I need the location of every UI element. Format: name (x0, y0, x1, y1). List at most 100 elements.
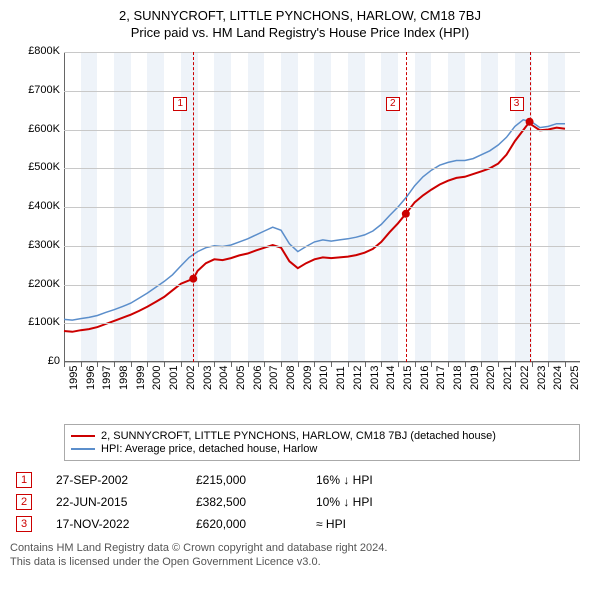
x-axis-label: 2025 (569, 366, 581, 390)
x-tick (481, 362, 482, 367)
x-tick (565, 362, 566, 367)
x-axis-label: 2000 (151, 366, 163, 390)
gridline (64, 207, 580, 208)
x-tick (381, 362, 382, 367)
transaction-delta: ≈ HPI (316, 517, 590, 531)
transaction-marker: 2 (386, 97, 400, 111)
transaction-index: 3 (16, 516, 32, 532)
x-axis-label: 2019 (469, 366, 481, 390)
x-tick (198, 362, 199, 367)
transaction-marker: 1 (173, 97, 187, 111)
legend-label: 2, SUNNYCROFT, LITTLE PYNCHONS, HARLOW, … (101, 430, 496, 442)
chart-title: 2, SUNNYCROFT, LITTLE PYNCHONS, HARLOW, … (10, 8, 590, 23)
x-tick (365, 362, 366, 367)
x-axis-label: 2018 (452, 366, 464, 390)
x-axis-label: 2010 (318, 366, 330, 390)
x-axis-label: 2020 (485, 366, 497, 390)
x-axis-label: 2023 (536, 366, 548, 390)
transaction-price: £382,500 (196, 495, 316, 509)
legend-item: 2, SUNNYCROFT, LITTLE PYNCHONS, HARLOW, … (71, 430, 573, 442)
x-tick (147, 362, 148, 367)
transaction-index: 1 (16, 472, 32, 488)
x-axis-label: 2001 (168, 366, 180, 390)
x-axis-label: 2008 (285, 366, 297, 390)
y-axis-label: £0 (10, 355, 60, 367)
x-tick (281, 362, 282, 367)
transaction-delta: 16% ↓ HPI (316, 473, 590, 487)
transaction-row: 1 27-SEP-2002£215,00016% ↓ HPI (10, 469, 590, 491)
hpi-line (64, 120, 565, 320)
transactions-table: 1 27-SEP-2002£215,00016% ↓ HPI 2 22-JUN-201… (10, 469, 590, 535)
y-axis-label: £400K (10, 200, 60, 212)
transaction-line (193, 52, 194, 362)
transaction-date: 17-NOV-2022 (56, 517, 196, 531)
x-tick (348, 362, 349, 367)
transaction-delta: 10% ↓ HPI (316, 495, 590, 509)
gridline (64, 362, 580, 363)
transaction-marker: 3 (510, 97, 524, 111)
y-axis-label: £800K (10, 45, 60, 57)
transaction-line (406, 52, 407, 362)
x-tick (248, 362, 249, 367)
x-tick (181, 362, 182, 367)
x-tick (97, 362, 98, 367)
x-tick (314, 362, 315, 367)
x-tick (298, 362, 299, 367)
x-axis-label: 2004 (218, 366, 230, 390)
chart-subtitle: Price paid vs. HM Land Registry's House … (10, 25, 590, 40)
x-axis-label: 2009 (302, 366, 314, 390)
x-axis-label: 1997 (101, 366, 113, 390)
x-tick (498, 362, 499, 367)
x-axis-label: 2003 (202, 366, 214, 390)
chart-container: 2, SUNNYCROFT, LITTLE PYNCHONS, HARLOW, … (0, 0, 600, 580)
y-axis-label: £600K (10, 123, 60, 135)
legend: 2, SUNNYCROFT, LITTLE PYNCHONS, HARLOW, … (64, 424, 580, 461)
plot-area: 1 2 3 (64, 52, 580, 362)
x-axis-label: 2021 (502, 366, 514, 390)
x-tick (64, 362, 65, 367)
gridline (64, 168, 580, 169)
footnote: Contains HM Land Registry data © Crown c… (10, 541, 590, 570)
transaction-date: 27-SEP-2002 (56, 473, 196, 487)
legend-label: HPI: Average price, detached house, Harl… (101, 443, 317, 455)
x-tick (515, 362, 516, 367)
legend-item: HPI: Average price, detached house, Harl… (71, 443, 573, 455)
x-axis-label: 1999 (135, 366, 147, 390)
x-axis-label: 2014 (385, 366, 397, 390)
x-tick (431, 362, 432, 367)
transaction-index: 2 (16, 494, 32, 510)
x-axis-label: 1995 (68, 366, 80, 390)
transaction-price: £620,000 (196, 517, 316, 531)
x-tick (548, 362, 549, 367)
property-line (64, 122, 565, 332)
x-tick (81, 362, 82, 367)
x-axis-label: 2015 (402, 366, 414, 390)
x-axis-label: 1998 (118, 366, 130, 390)
y-axis-label: £100K (10, 316, 60, 328)
x-axis-label: 2006 (252, 366, 264, 390)
x-tick (532, 362, 533, 367)
x-tick (398, 362, 399, 367)
transaction-date: 22-JUN-2015 (56, 495, 196, 509)
x-axis-label: 2022 (519, 366, 531, 390)
x-axis-label: 2007 (268, 366, 280, 390)
x-tick (131, 362, 132, 367)
x-tick (264, 362, 265, 367)
transaction-price: £215,000 (196, 473, 316, 487)
transaction-row: 3 17-NOV-2022£620,000≈ HPI (10, 513, 590, 535)
gridline (64, 52, 580, 53)
gridline (64, 323, 580, 324)
x-tick (164, 362, 165, 367)
y-axis-label: £500K (10, 161, 60, 173)
x-axis-label: 2011 (335, 366, 347, 390)
legend-swatch (71, 448, 95, 450)
transaction-row: 2 22-JUN-2015£382,50010% ↓ HPI (10, 491, 590, 513)
x-tick (214, 362, 215, 367)
y-axis-label: £700K (10, 84, 60, 96)
x-axis-label: 2005 (235, 366, 247, 390)
x-axis-label: 2024 (552, 366, 564, 390)
x-axis-label: 2012 (352, 366, 364, 390)
x-tick (231, 362, 232, 367)
transaction-line (530, 52, 531, 362)
gridline (64, 246, 580, 247)
